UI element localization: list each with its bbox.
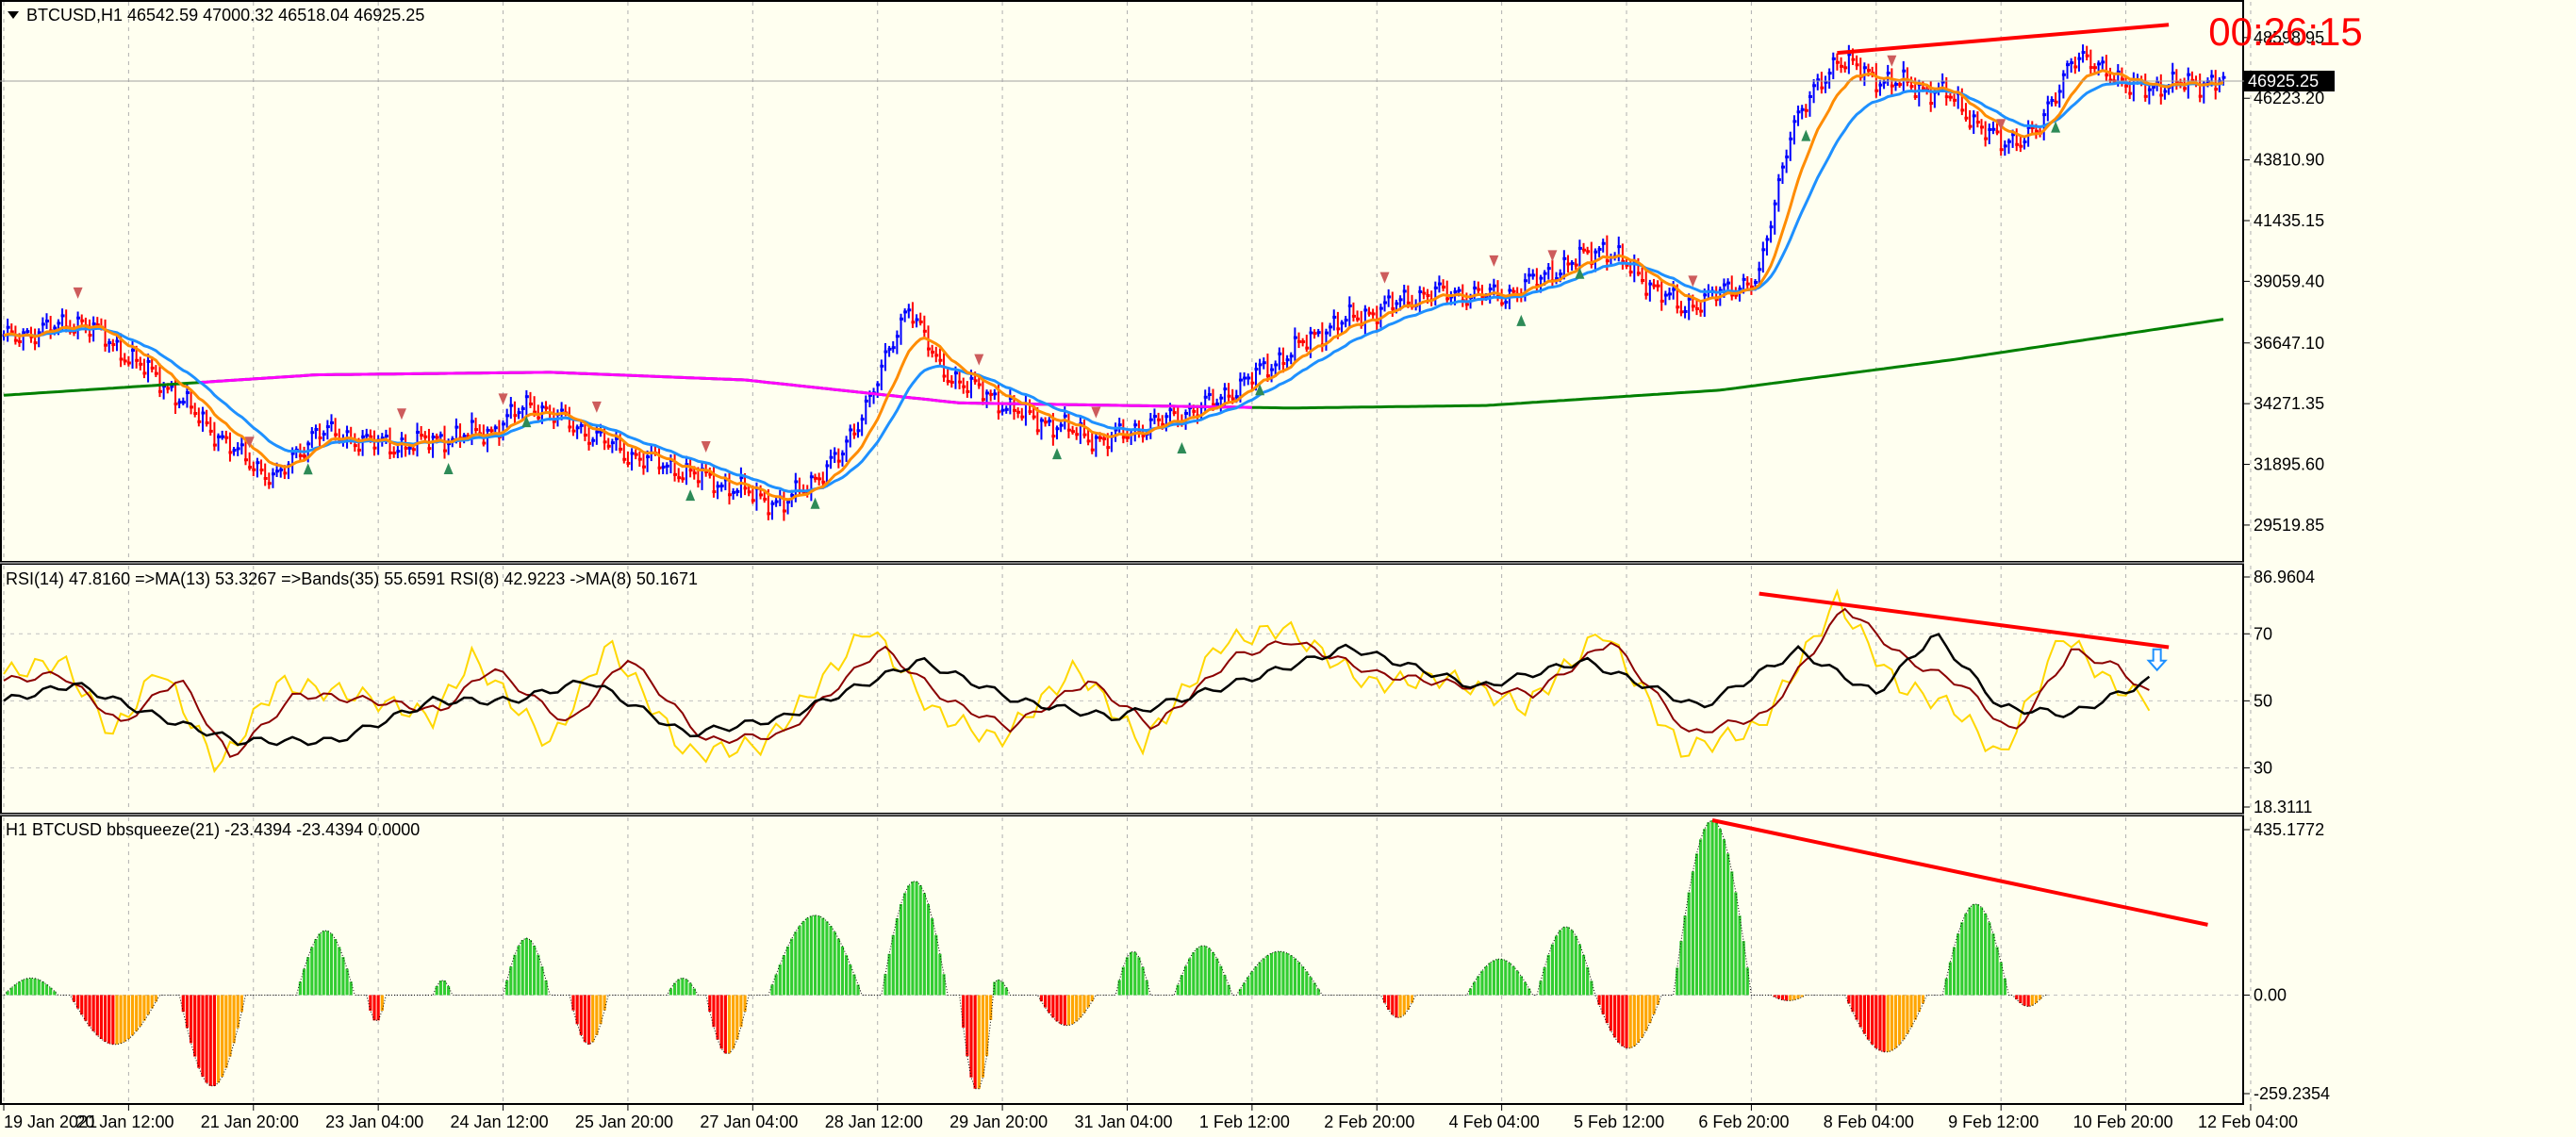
time-tick-label: 19 Jan 2021 bbox=[4, 1112, 97, 1131]
buy-signal-arrow-icon bbox=[303, 463, 313, 475]
sell-signal-arrow-icon bbox=[974, 354, 984, 366]
sell-signal-arrow-icon bbox=[1091, 406, 1101, 419]
price-tick-label: 39059.40 bbox=[2254, 272, 2324, 290]
rsi-bands-line bbox=[3, 633, 2151, 747]
rsi14-line bbox=[3, 607, 2150, 759]
ma200-flat-segment bbox=[198, 371, 1252, 409]
squeeze-title: H1 BTCUSD bbsqueeze(21) -23.4394 -23.439… bbox=[6, 820, 420, 839]
chart-menu-triangle-icon[interactable] bbox=[8, 11, 19, 19]
time-tick-label: 2 Feb 20:00 bbox=[1324, 1112, 1414, 1131]
buy-signal-arrow-icon bbox=[1516, 314, 1527, 326]
time-tick-label: 20 Jan 12:00 bbox=[75, 1112, 173, 1131]
down-arrow-icon bbox=[2146, 648, 2168, 672]
signal-arrows bbox=[73, 55, 2061, 509]
price-tick-label: 48598.95 bbox=[2254, 28, 2324, 47]
buy-signal-arrow-icon bbox=[810, 497, 820, 509]
time-tick-label: 29 Jan 20:00 bbox=[949, 1112, 1048, 1131]
time-tick-label: 12 Feb 04:00 bbox=[2198, 1112, 2298, 1131]
sell-signal-arrow-icon bbox=[396, 408, 406, 420]
price-tick-label: 46223.20 bbox=[2254, 89, 2324, 107]
price-tick-label: 34271.35 bbox=[2254, 394, 2324, 413]
sell-signal-arrow-icon bbox=[1379, 272, 1390, 284]
time-tick-label: 28 Jan 12:00 bbox=[825, 1112, 923, 1131]
time-tick-label: 23 Jan 04:00 bbox=[325, 1112, 423, 1131]
rsi-title: RSI(14) 47.8160 =>MA(13) 53.3267 =>Bands… bbox=[6, 569, 698, 588]
price-tick-label: 29519.85 bbox=[2254, 516, 2324, 535]
buy-signal-arrow-icon bbox=[521, 416, 532, 428]
down-arrow-marker bbox=[2146, 648, 2168, 672]
rsi-trendline[interactable] bbox=[1759, 591, 2170, 650]
price-tick-label: 36647.10 bbox=[2254, 334, 2324, 353]
rsi-level-lines bbox=[2, 633, 2242, 768]
time-tick-label: 21 Jan 20:00 bbox=[201, 1112, 299, 1131]
time-tick-label: 6 Feb 20:00 bbox=[1698, 1112, 1789, 1131]
symbol-title: BTCUSD,H1 46542.59 47000.32 46518.04 469… bbox=[26, 6, 424, 25]
buy-signal-arrow-icon bbox=[1255, 384, 1265, 396]
squeeze-tick-label: -259.2354 bbox=[2254, 1084, 2330, 1103]
buy-signal-arrow-icon bbox=[1052, 448, 1063, 460]
rsi-tick-label: 30 bbox=[2254, 758, 2272, 777]
ema-fast-line bbox=[3, 69, 2224, 502]
rsi-tick-label: 50 bbox=[2254, 691, 2272, 710]
price-trendline[interactable] bbox=[1837, 23, 2170, 56]
buy-signal-arrow-icon bbox=[1575, 267, 1585, 279]
current-price-box bbox=[2244, 71, 2335, 91]
sell-signal-arrow-icon bbox=[244, 437, 255, 449]
sell-signal-arrow-icon bbox=[1996, 119, 2006, 131]
price-axis-ticks: 48598.95 46223.20 43810.90 41435.15 39059.40… bbox=[2244, 28, 2324, 535]
squeeze-tick-label: 0.00 bbox=[2254, 985, 2287, 1004]
rsi-tick-label: 70 bbox=[2254, 624, 2272, 643]
time-tick-label: 25 Jan 20:00 bbox=[575, 1112, 673, 1131]
sell-signal-arrow-icon bbox=[701, 441, 711, 453]
sell-signal-arrow-icon bbox=[73, 287, 83, 299]
price-tick-label: 43810.90 bbox=[2254, 151, 2324, 170]
pane-separator-upper[interactable] bbox=[0, 562, 2244, 564]
sell-signal-arrow-icon bbox=[1489, 255, 1499, 267]
time-tick-label: 1 Feb 12:00 bbox=[1199, 1112, 1290, 1131]
sell-signal-arrow-icon bbox=[1547, 250, 1558, 262]
vertical-gridlines bbox=[3, 2, 2252, 1102]
buy-signal-arrow-icon bbox=[2051, 121, 2061, 133]
candle-countdown-clock: 00:26:15 bbox=[2208, 9, 2363, 54]
squeeze-trendline[interactable] bbox=[1711, 818, 2208, 927]
buy-signal-arrow-icon bbox=[1801, 129, 1811, 141]
buy-signal-arrow-icon bbox=[443, 463, 454, 475]
buy-signal-arrow-icon bbox=[1177, 441, 1187, 453]
time-tick-label: 27 Jan 04:00 bbox=[700, 1112, 798, 1131]
squeeze-tick-label: 435.1772 bbox=[2254, 820, 2324, 839]
rsi-tick-label: 86.9604 bbox=[2254, 568, 2315, 586]
squeeze-histogram bbox=[3, 819, 2048, 1090]
sell-signal-arrow-icon bbox=[498, 393, 508, 405]
sell-signal-arrow-icon bbox=[1887, 55, 1897, 67]
price-tick-label: 31895.60 bbox=[2254, 455, 2324, 474]
time-tick-label: 5 Feb 12:00 bbox=[1574, 1112, 1664, 1131]
price-tick-label: 41435.15 bbox=[2254, 211, 2324, 230]
squeeze-axis-ticks: 435.1772 0.00 -259.2354 bbox=[2244, 820, 2330, 1103]
time-tick-label: 24 Jan 12:00 bbox=[451, 1112, 549, 1131]
sell-signal-arrow-icon bbox=[591, 401, 602, 413]
histogram-outline bbox=[3, 819, 2048, 1090]
buy-signal-arrow-icon bbox=[685, 489, 696, 502]
current-price-label: 46925.25 bbox=[2248, 72, 2319, 91]
rsi-tick-label: 18.3111 bbox=[2254, 798, 2312, 816]
sell-signal-arrow-icon bbox=[1688, 275, 1698, 288]
time-tick-label: 31 Jan 04:00 bbox=[1074, 1112, 1172, 1131]
time-tick-label: 9 Feb 12:00 bbox=[1948, 1112, 2039, 1131]
time-tick-label: 4 Feb 04:00 bbox=[1449, 1112, 1540, 1131]
time-tick-label: 10 Feb 20:00 bbox=[2073, 1112, 2173, 1131]
rsi-axis-ticks: 86.9604 70 50 30 18.3111 bbox=[2244, 568, 2315, 816]
pane-separator[interactable] bbox=[0, 814, 2244, 816]
time-tick-label: 8 Feb 04:00 bbox=[1824, 1112, 1914, 1131]
